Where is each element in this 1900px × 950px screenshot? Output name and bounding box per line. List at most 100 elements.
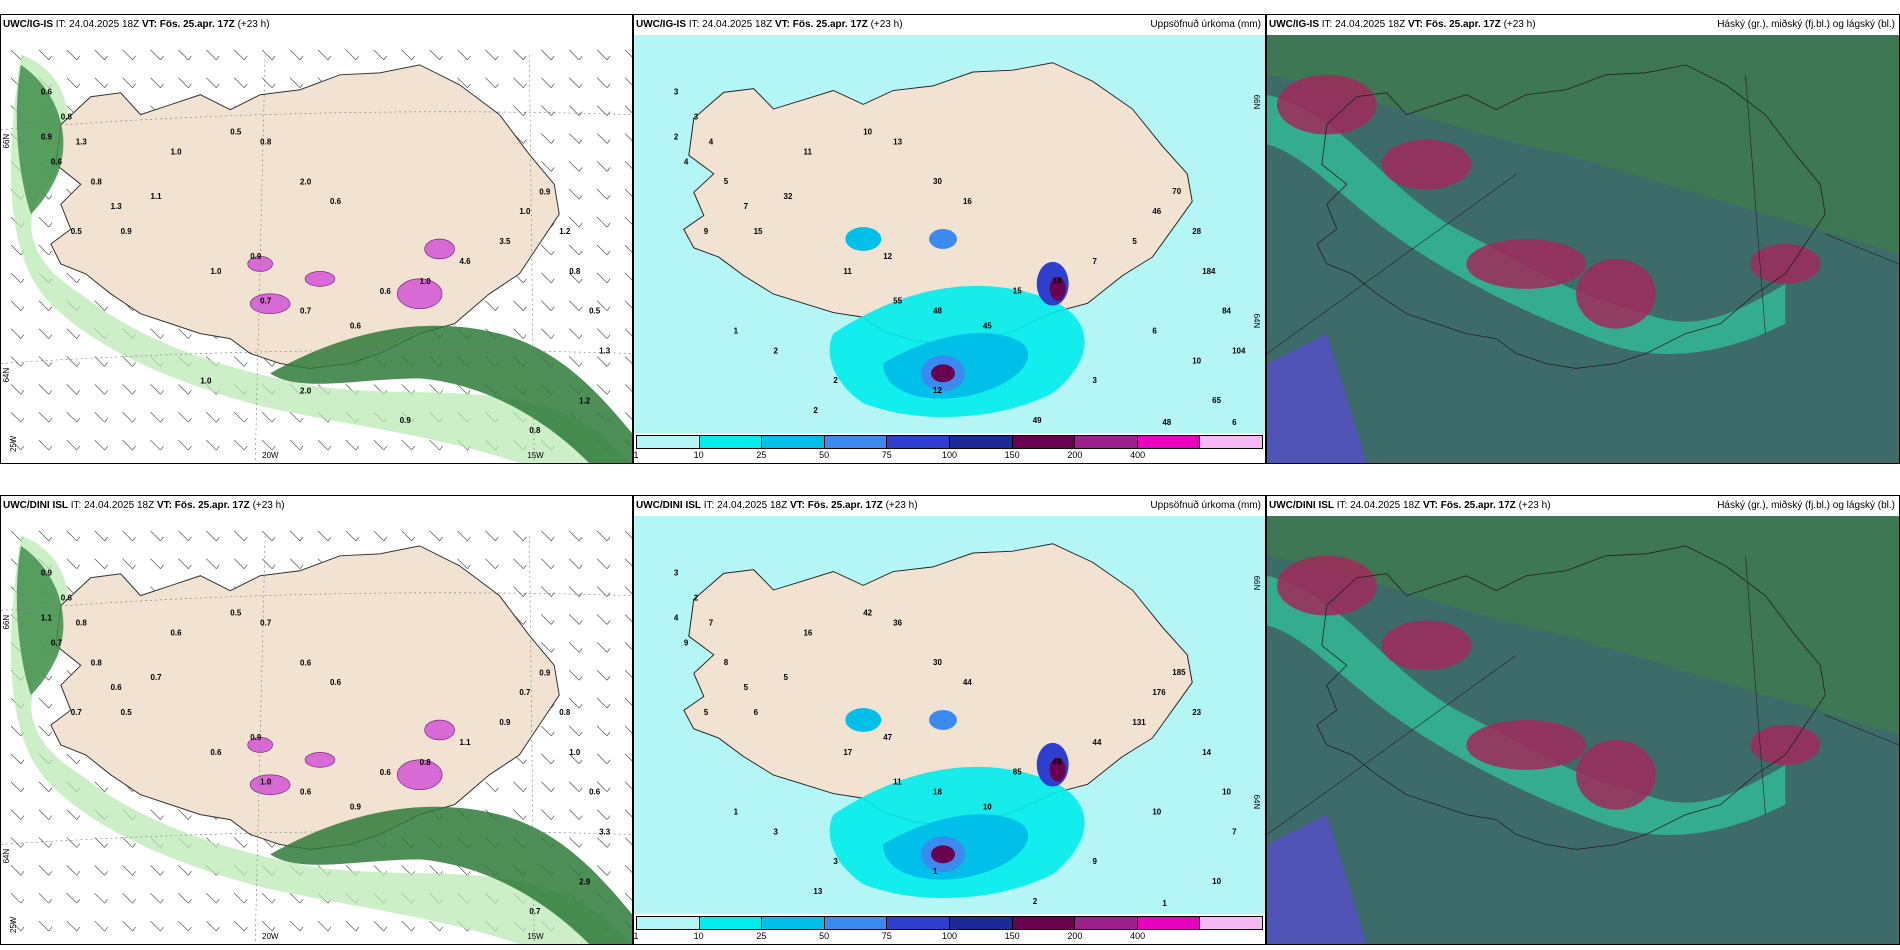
gust-value-label: 0.8	[91, 177, 103, 186]
gust-value-label: 0.6	[51, 157, 63, 166]
colorbar-tick-label: 50	[819, 931, 830, 941]
precip-value-label: 2	[1033, 897, 1038, 906]
gust-field-strong	[270, 806, 632, 944]
precip-core	[929, 710, 957, 730]
vt-value: Fös. 25.apr. 17Z	[792, 19, 868, 30]
precip-value-label: 3	[774, 827, 779, 836]
graticule	[1267, 555, 1899, 835]
precip-value-label: 8	[724, 658, 729, 667]
vt-label: VT:	[774, 19, 790, 30]
precip-value-label: 5	[704, 708, 709, 717]
gust-value-label: 0.7	[260, 618, 272, 627]
panel-wind-dini: UWC/DINI ISL IT: 24.04.2025 18Z VT: Fös.…	[0, 495, 633, 945]
panel-title: Uppsöfnuð úrkoma (mm)	[1150, 19, 1261, 30]
gust-high-patch	[424, 238, 455, 260]
precip-value-label: 7	[709, 618, 714, 627]
gust-value-label: 1.0	[210, 267, 222, 276]
colorbar-tick-label: 10	[693, 931, 704, 941]
gust-value-label: 0.6	[170, 628, 182, 637]
mid-cloud-patch	[1381, 139, 1472, 190]
precip-value-label: 5	[724, 177, 729, 186]
it-value: 24.04.2025 18Z	[702, 19, 773, 30]
gust-value-label: 1.2	[579, 396, 591, 405]
mid-cloud-patch	[1267, 814, 1367, 944]
gust-value-label: 0.9	[250, 733, 262, 742]
gust-value-label: 2.0	[300, 177, 312, 186]
precip-value-label: 10	[863, 128, 872, 137]
longitude-label: 25W	[9, 916, 18, 933]
precip-value-label: 3	[694, 113, 699, 122]
latitude-label: 64N	[2, 849, 11, 864]
mid-cloud-patch	[1267, 333, 1367, 463]
mid-cloud-patch	[1750, 244, 1821, 284]
gust-value-label: 0.9	[539, 668, 551, 677]
gust-value-label: 0.9	[121, 227, 133, 236]
gust-value-label: 0.7	[300, 307, 312, 316]
longitude-label: 15W	[527, 932, 544, 941]
precip-value-label: 7	[1232, 827, 1237, 836]
colorbar-swatch	[949, 917, 1013, 929]
panel-title: Háský (gr.), miðský (fj.bl.) og lágský (…	[1717, 500, 1895, 511]
precip-value-label: 3	[674, 569, 679, 578]
lead-time: (+23 h)	[885, 500, 918, 511]
vt-value: Fös. 25.apr. 17Z	[1425, 19, 1501, 30]
colorbar-tick-label: 25	[756, 931, 767, 941]
it-label: IT:	[1336, 500, 1348, 511]
precip-value-label: 4	[709, 137, 714, 146]
gust-value-label: 0.7	[260, 297, 272, 306]
gust-value-label: 0.6	[380, 768, 392, 777]
precip-value-label: 30	[933, 658, 942, 667]
latitude-label: 64N	[2, 368, 11, 383]
gust-value-label: 1.0	[569, 748, 581, 757]
vt-value: Fös. 25.apr. 17Z	[174, 500, 250, 511]
precip-value-label: 23	[1192, 708, 1201, 717]
panel-precip-dini: UWC/DINI ISL IT: 24.04.2025 18Z VT: Fös.…	[633, 495, 1266, 945]
model-name: UWC/IG-IS	[1269, 19, 1319, 30]
gust-value-label: 0.6	[350, 322, 362, 331]
precip-value-label: 48	[1162, 418, 1171, 427]
colorbar-swatch	[824, 917, 888, 929]
precip-value-label: 10	[1212, 877, 1221, 886]
precip-core	[1049, 276, 1066, 301]
colorbar-swatch	[637, 917, 700, 929]
precip-value-label: 42	[863, 609, 872, 618]
precip-value-label: 4	[684, 157, 689, 166]
precip-value-label: 1	[734, 808, 739, 817]
latitude-label: 64N	[1252, 314, 1261, 329]
gust-value-label: 0.8	[260, 137, 272, 146]
gust-value-label: 3.3	[599, 828, 611, 837]
panel-wind-igis: UWC/IG-IS IT: 24.04.2025 18Z VT: Fös. 25…	[0, 14, 633, 464]
gust-value-label: 4.6	[460, 257, 472, 266]
gust-value-label: 1.1	[41, 614, 53, 623]
vt-label: VT:	[141, 19, 157, 30]
precip-core	[845, 227, 882, 251]
gust-value-label: 0.7	[71, 708, 83, 717]
latitude-label: 66N	[1252, 576, 1261, 591]
gust-high-patch	[249, 293, 291, 314]
precip-value-label: 9	[1093, 857, 1098, 866]
cloud-cover-map	[1267, 516, 1899, 944]
gust-value-label: 0.5	[230, 128, 242, 137]
precip-value-label: 16	[803, 628, 812, 637]
precip-value-label: 10	[1192, 356, 1201, 365]
gust-value-label: 1.0	[170, 147, 182, 156]
precip-value-label: 176	[1152, 688, 1166, 697]
precip-value-label: 2	[813, 406, 818, 415]
gust-value-label: 0.9	[499, 718, 511, 727]
precip-value-label: 2	[833, 376, 838, 385]
gust-value-label: 0.5	[230, 609, 242, 618]
it-value: 24.04.2025 18Z	[84, 500, 155, 511]
precip-value-label: 5	[784, 673, 789, 682]
gust-value-label: 0.6	[61, 594, 73, 603]
gust-value-label: 3.5	[499, 237, 511, 246]
panel-cloud-dini: UWC/DINI ISL IT: 24.04.2025 18Z VT: Fös.…	[1266, 495, 1900, 945]
precip-value-label: 2	[694, 594, 699, 603]
graticule	[1267, 74, 1899, 354]
gust-value-label: 0.6	[300, 658, 312, 667]
colorbar-tick-label: 25	[756, 450, 767, 460]
lead-time: (+23 h)	[252, 500, 285, 511]
precip-colorbar: 1 10 25 50 75 100 150 200 400	[634, 914, 1263, 944]
precip-value-label: 6	[754, 708, 759, 717]
precip-core	[845, 708, 882, 732]
precip-value-label: 1	[1162, 899, 1167, 908]
